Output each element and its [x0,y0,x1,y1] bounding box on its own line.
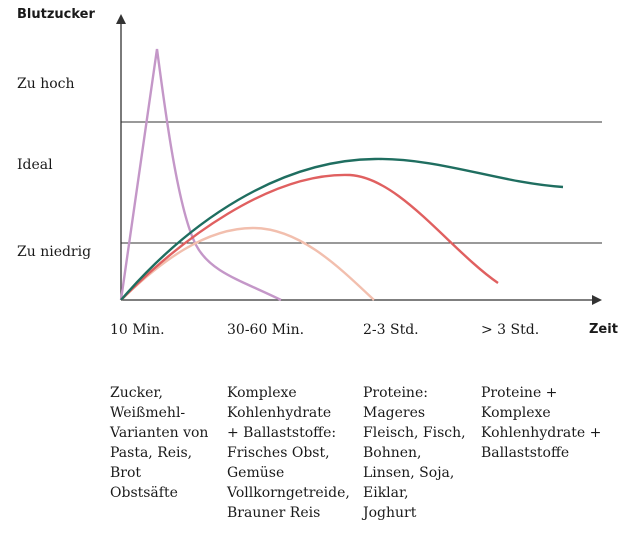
description-line: Obstsäfte [110,485,178,501]
description-line: Brauner Reis [227,505,321,521]
description-line: Linsen, Soja, [363,465,455,481]
description-line: Bohnen, [363,445,422,461]
description-line: Mageres [363,405,426,421]
description-line: Komplexe [227,385,297,401]
description-line: Varianten von [110,425,209,441]
description-line: + Ballaststoffe: [227,425,337,441]
curve-sugar [119,48,282,302]
description-line: Proteine + [481,385,558,401]
description-line: Joghurt [363,505,417,521]
y-axis-title: Blutzucker [17,7,95,22]
description-line: Komplexe [481,405,551,421]
description-line: Pasta, Reis, [110,445,193,461]
level-label-too-low: Zu niedrig [17,244,92,260]
curve-proteins-complex-carbs [120,157,564,301]
description-line: Frisches Obst, [227,445,330,461]
curve-proteins [120,173,499,301]
description-line: Brot [110,465,142,481]
description-line: Kohlenhydrate [227,405,332,421]
x-axis-arrow [592,295,602,305]
description-line: Ballaststoffe [481,445,570,461]
level-label-ideal: Ideal [17,157,53,173]
y-axis-arrow [116,14,126,24]
x-tick-label: 10 Min. [110,322,165,338]
food-description-proteins: Proteine: Mageres Fleisch, Fisch, Bohnen… [363,383,466,523]
description-line: Proteine: [363,385,428,401]
x-tick-label: 30-60 Min. [227,322,305,338]
food-description-proteins-complex-carbs: Proteine + Komplexe Kohlenhydrate + Ball… [481,383,601,463]
food-description-sugar: Zucker, Weißmehl- Varianten von Pasta, R… [110,383,208,503]
description-line: Zucker, [110,385,163,401]
curve-complex-carbs [120,226,375,301]
description-line: Kohlenhydrate + [481,425,602,441]
food-description-complex-carbs: Komplexe Kohlenhydrate + Ballaststoffe: … [227,383,350,523]
x-axis-title: Zeit [589,322,618,337]
description-line: Gemüse [227,465,285,481]
description-line: Weißmehl- [110,405,186,421]
description-line: Vollkorngetreide, [227,485,350,501]
x-tick-label: 2-3 Std. [363,322,419,338]
description-line: Eiklar, [363,485,409,501]
level-label-too-high: Zu hoch [17,76,75,92]
description-line: Fleisch, Fisch, [363,425,466,441]
x-tick-label: > 3 Std. [481,322,540,338]
